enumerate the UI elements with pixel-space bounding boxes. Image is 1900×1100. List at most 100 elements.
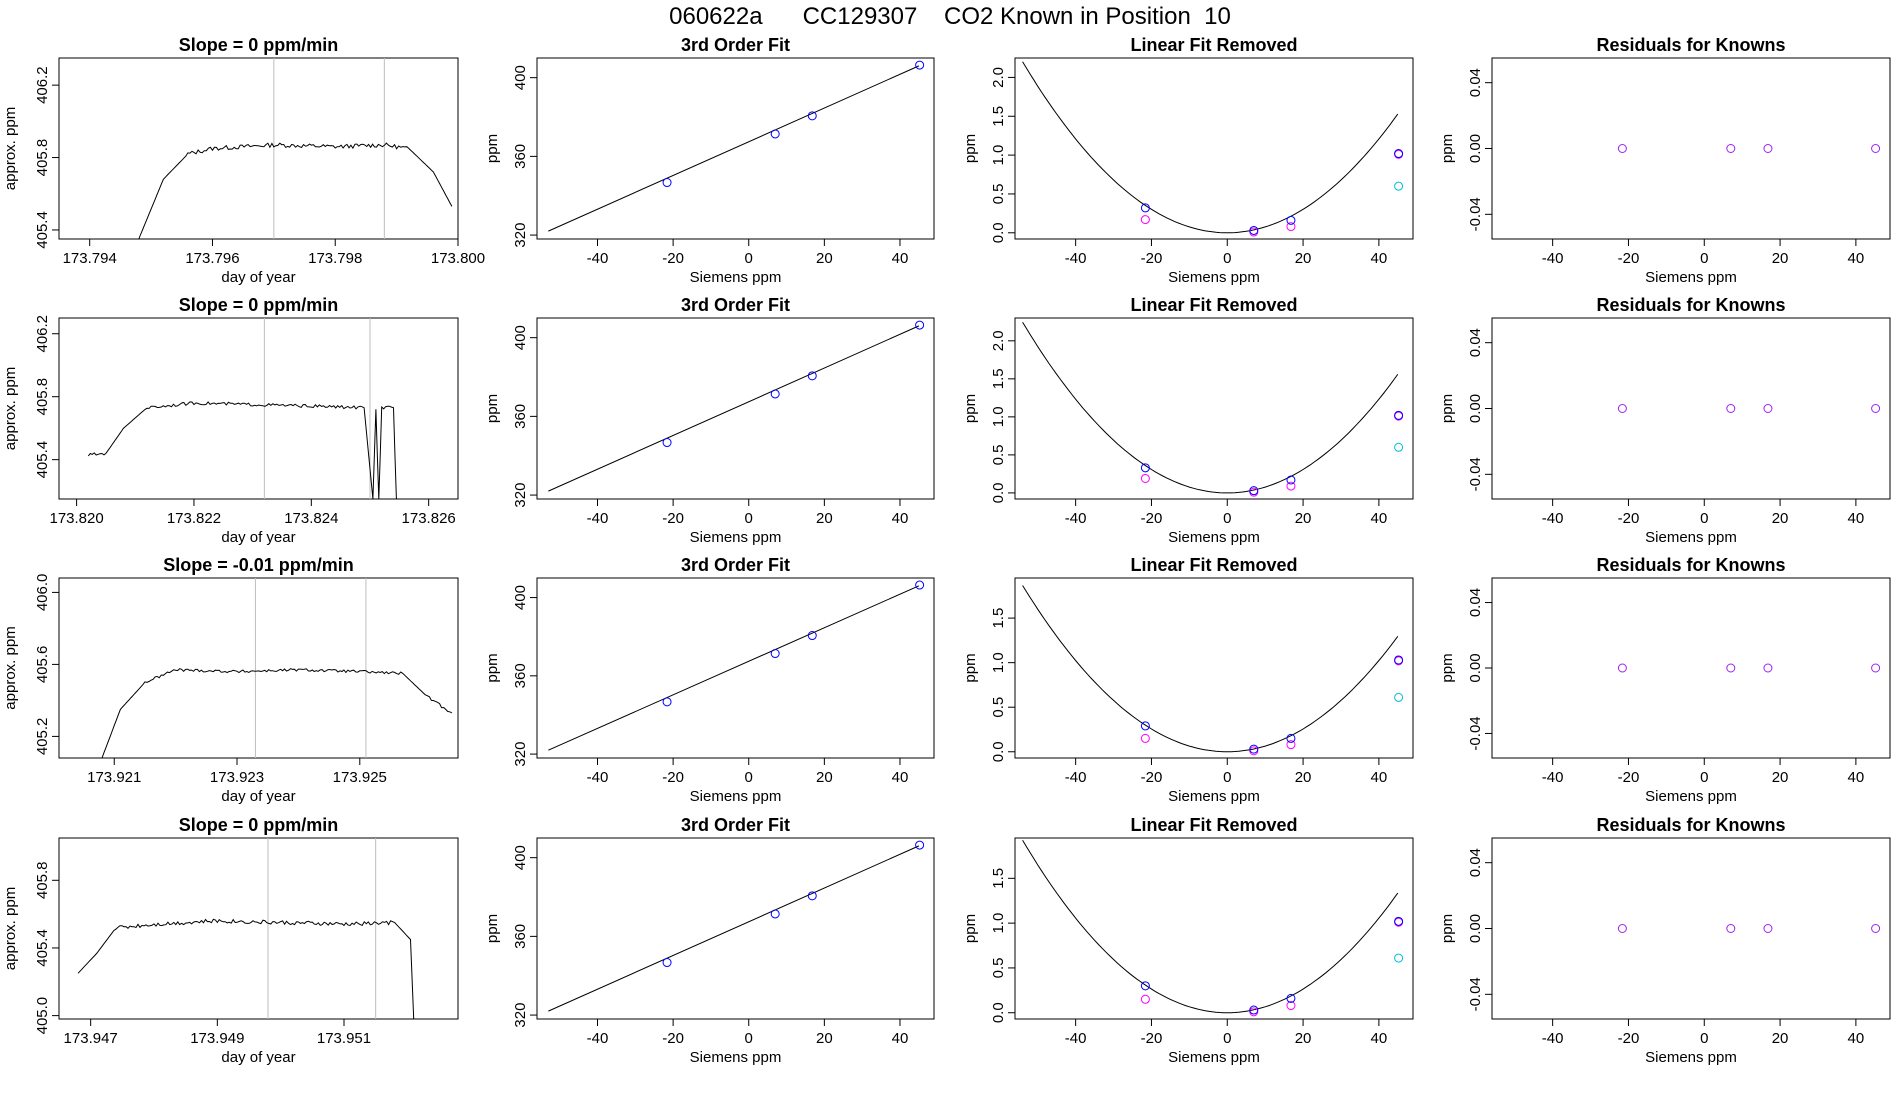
plot-frame <box>1014 837 1414 1020</box>
y-tick-label: 1.5 <box>990 106 1007 127</box>
y-tick-label: 360 <box>512 404 529 429</box>
panel-title: 3rd Order Fit <box>681 295 790 315</box>
plot-area <box>1022 61 1404 237</box>
y-tick-label: -0.04 <box>1467 977 1484 1011</box>
x-tick-label: -40 <box>587 510 609 527</box>
x-tick-label: 0 <box>745 1030 753 1047</box>
x-tick-label: -40 <box>1542 250 1564 267</box>
data-point <box>1286 475 1296 485</box>
quadratic-fit-curve <box>1022 585 1399 753</box>
x-tick-label: 173.800 <box>431 250 485 267</box>
data-point <box>915 580 925 590</box>
y-tick-label: 360 <box>512 663 529 688</box>
plot-frame <box>58 577 459 759</box>
x-tick-label: 40 <box>892 510 909 527</box>
y-tick-label: 1.5 <box>990 608 1007 629</box>
plot-frame <box>1491 317 1891 500</box>
y-tick-label: 360 <box>512 924 529 949</box>
y-axis-label: ppm <box>1439 653 1456 682</box>
panel-r2-c0: Slope = -0.01 ppm/min 173.921 173.923 173.9… <box>2 555 459 805</box>
y-axis-label: ppm <box>1439 394 1456 423</box>
y-tick-label: 0.5 <box>990 957 1007 978</box>
plot-frame <box>1014 57 1414 240</box>
x-axis-label: Siemens ppm <box>1168 269 1260 286</box>
known-point-magenta <box>1286 740 1296 750</box>
x-tick-label: 20 <box>1295 250 1312 267</box>
known-point-cyan <box>1394 692 1404 702</box>
y-axis-label: approx. ppm <box>2 887 19 970</box>
x-tick-label: -20 <box>662 510 684 527</box>
x-tick-label: 20 <box>816 510 833 527</box>
residual-point <box>1763 924 1773 933</box>
x-tick-label: 0 <box>745 250 753 267</box>
x-tick-label: 173.820 <box>49 510 103 527</box>
x-axis-label: day of year <box>221 269 295 286</box>
data-point <box>1249 744 1259 754</box>
plot-frame <box>58 837 459 1020</box>
plot-area <box>548 580 925 751</box>
x-tick-label: 0 <box>1223 510 1231 527</box>
known-point-magenta <box>1249 1007 1259 1017</box>
x-tick-label: -40 <box>1065 510 1087 527</box>
fit-line <box>548 65 920 232</box>
known-point-magenta <box>1286 1001 1296 1011</box>
residual-point <box>1726 404 1736 413</box>
x-tick-label: 40 <box>1848 250 1865 267</box>
data-point <box>915 60 925 70</box>
data-point <box>1249 1005 1259 1015</box>
panel-r1-c2: Linear Fit Removed -40 -20 0 20 40 Siemens ppm… <box>962 295 1414 546</box>
y-axis-label: ppm <box>484 653 501 682</box>
x-tick-label: -20 <box>662 769 684 786</box>
x-axis-label: Siemens ppm <box>690 269 782 286</box>
residual-point <box>1763 404 1773 413</box>
plot-frame <box>536 317 935 500</box>
page-title: 060622a CC129307 CO2 Known in Position 1… <box>669 3 1231 30</box>
plot-frame <box>1491 837 1891 1020</box>
x-tick-label: 0 <box>1223 1030 1231 1047</box>
data-point <box>1249 225 1259 235</box>
x-tick-label: -20 <box>1618 1030 1640 1047</box>
x-axis-label: Siemens ppm <box>690 788 782 805</box>
x-tick-label: 40 <box>892 769 909 786</box>
data-point <box>807 111 817 121</box>
plot-area <box>138 58 453 239</box>
y-tick-label: 320 <box>512 223 529 248</box>
y-tick-label: 405.4 <box>34 211 51 249</box>
plot-area <box>77 838 415 1019</box>
x-axis-label: Siemens ppm <box>1645 1049 1737 1066</box>
data-point <box>770 129 780 139</box>
y-tick-label: 0.04 <box>1467 848 1484 877</box>
plot-frame <box>1014 317 1414 500</box>
data-point <box>1286 993 1296 1003</box>
x-tick-label: -40 <box>587 769 609 786</box>
panel-title: Slope = 0 ppm/min <box>179 35 339 55</box>
x-axis-label: Siemens ppm <box>1168 1049 1260 1066</box>
panel-r1-c0: Slope = 0 ppm/min 173.820 173.822 173.824 17… <box>2 295 459 546</box>
residual-point <box>1763 663 1773 673</box>
data-point <box>807 631 817 641</box>
plot-area <box>1617 924 1881 933</box>
panel-r2-c1: 3rd Order Fit -40 -20 0 20 40 Siemens ppm 320 36… <box>484 555 935 805</box>
x-tick-label: 0 <box>1700 769 1708 786</box>
y-axis-label: approx. ppm <box>2 626 19 709</box>
plot-frame <box>536 57 935 240</box>
y-tick-label: 0.5 <box>990 444 1007 465</box>
plot-area <box>87 318 397 499</box>
y-tick-label: 0.0 <box>990 741 1007 762</box>
x-tick-label: 20 <box>1295 510 1312 527</box>
x-tick-label: -40 <box>1542 510 1564 527</box>
residual-point <box>1763 144 1773 153</box>
x-tick-label: 173.824 <box>284 510 338 527</box>
y-tick-label: 0.04 <box>1467 328 1484 357</box>
x-tick-label: 20 <box>1772 510 1789 527</box>
x-tick-label: 173.949 <box>190 1030 244 1047</box>
data-point <box>662 958 672 968</box>
x-tick-label: 40 <box>1848 510 1865 527</box>
y-tick-label: 400 <box>512 585 529 610</box>
plot-area <box>1022 321 1404 497</box>
x-tick-label: 40 <box>1371 250 1388 267</box>
y-tick-label: 360 <box>512 144 529 169</box>
panel-title: Slope = 0 ppm/min <box>179 815 339 835</box>
x-tick-label: 173.925 <box>333 769 387 786</box>
